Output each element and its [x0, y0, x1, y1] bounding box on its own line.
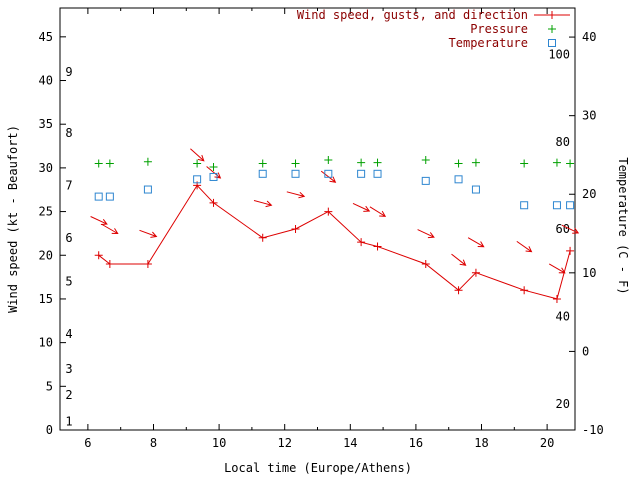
svg-text:18: 18 — [474, 436, 488, 450]
series-wind-gust-direction — [90, 148, 580, 274]
legend-label-temperature: Temperature — [448, 36, 528, 50]
left-axis-ticks: 0 5 10 15 20 25 30 35 40 45 — [39, 30, 66, 437]
svg-text:10: 10 — [39, 336, 53, 350]
svg-text:35: 35 — [39, 117, 53, 131]
svg-text:4: 4 — [65, 327, 72, 341]
x-axis-title: Local time (Europe/Athens) — [224, 461, 412, 475]
svg-text:20: 20 — [540, 436, 554, 450]
svg-text:14: 14 — [343, 436, 357, 450]
legend-entry-wind: Wind speed, gusts, and direction — [297, 8, 528, 22]
svg-text:16: 16 — [409, 436, 423, 450]
svg-text:25: 25 — [39, 205, 53, 219]
svg-text:1: 1 — [65, 414, 72, 428]
plot-border — [59, 7, 576, 431]
svg-text:6: 6 — [84, 436, 91, 450]
svg-text:2: 2 — [65, 388, 72, 402]
svg-text:3: 3 — [65, 362, 72, 376]
beaufort-scale-labels: 1 2 3 4 5 6 7 8 9 — [65, 65, 72, 428]
svg-text:0: 0 — [582, 344, 589, 358]
svg-text:12: 12 — [277, 436, 291, 450]
svg-text:-10: -10 — [582, 423, 604, 437]
legend-entry-temperature: Temperature — [297, 36, 528, 50]
right-axis-ticks: -10 0 10 20 30 40 — [569, 30, 604, 437]
svg-text:40: 40 — [556, 309, 570, 323]
svg-text:60: 60 — [556, 222, 570, 236]
svg-text:40: 40 — [39, 74, 53, 88]
svg-text:9: 9 — [65, 65, 72, 79]
svg-text:20: 20 — [39, 248, 53, 262]
legend: Wind speed, gusts, and direction Pressur… — [297, 8, 528, 50]
svg-text:10: 10 — [582, 266, 596, 280]
legend-label-wind: Wind speed, gusts, and direction — [296, 8, 528, 22]
svg-text:0: 0 — [46, 423, 53, 437]
svg-text:5: 5 — [46, 379, 53, 393]
series-pressure — [94, 156, 575, 172]
series-temperature — [94, 169, 575, 210]
svg-text:40: 40 — [582, 30, 596, 44]
svg-text:20: 20 — [582, 187, 596, 201]
legend-label-pressure: Pressure — [470, 22, 528, 36]
right-axis-title: Temperature (C - F) — [616, 157, 630, 295]
svg-text:30: 30 — [582, 109, 596, 123]
svg-text:8: 8 — [65, 126, 72, 140]
svg-text:20: 20 — [556, 397, 570, 411]
svg-text:15: 15 — [39, 292, 53, 306]
legend-samples — [534, 11, 570, 47]
fahrenheit-scale-labels: 20 40 60 80 100 — [548, 48, 570, 411]
svg-text:80: 80 — [556, 135, 570, 149]
svg-text:7: 7 — [65, 178, 72, 192]
svg-text:45: 45 — [39, 30, 53, 44]
svg-text:30: 30 — [39, 161, 53, 175]
x-axis-ticks: 6 8 10 12 14 16 18 20 — [84, 8, 554, 450]
left-axis-title: Wind speed (kt - Beaufort) — [6, 125, 20, 313]
svg-text:5: 5 — [65, 274, 72, 288]
legend-entry-pressure: Pressure — [297, 22, 528, 36]
series-wind-speed — [94, 181, 575, 303]
svg-text:100: 100 — [548, 48, 570, 62]
svg-text:8: 8 — [150, 436, 157, 450]
svg-text:6: 6 — [65, 231, 72, 245]
svg-text:10: 10 — [212, 436, 226, 450]
